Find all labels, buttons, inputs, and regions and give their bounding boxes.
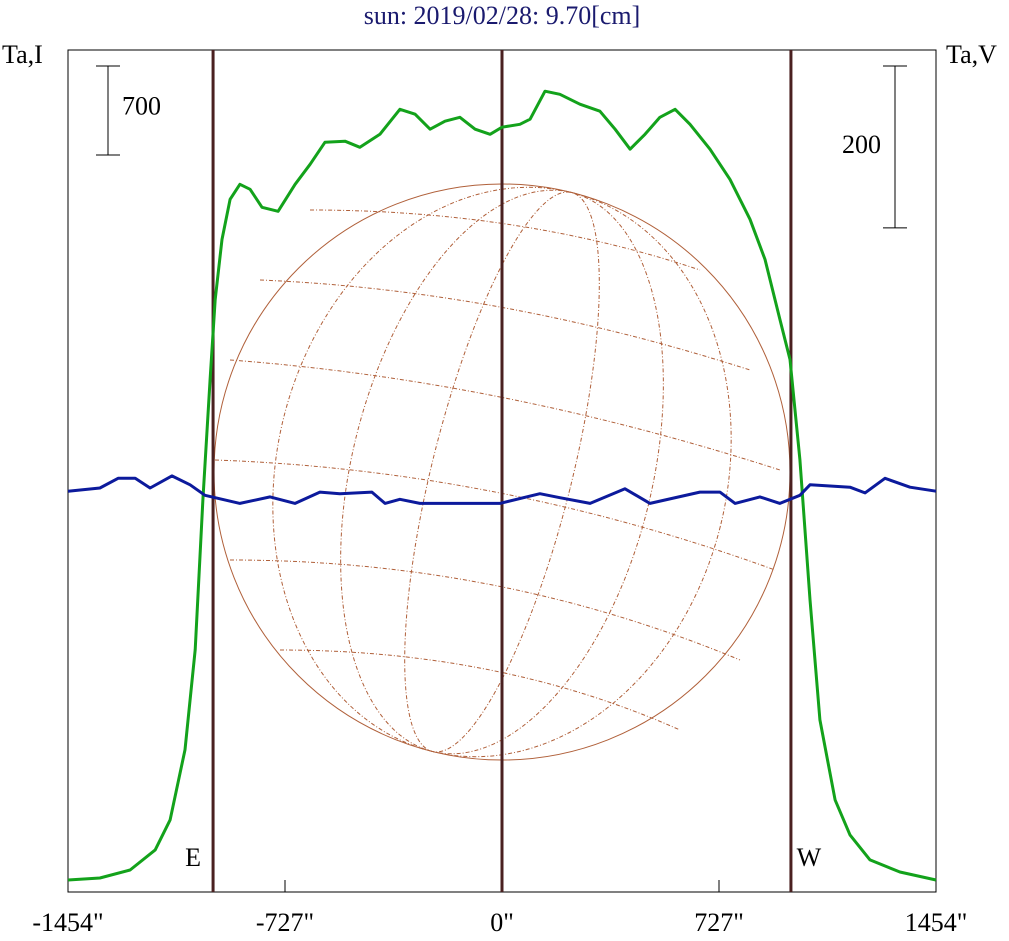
x-tick-label: -1454": [32, 908, 103, 937]
scale-label: 200: [842, 130, 881, 159]
scale-label: 700: [122, 91, 161, 120]
series-line: [67, 89, 937, 882]
x-tick-label: 727": [694, 908, 744, 937]
series-line: [67, 474, 937, 505]
y-axis-label: Ta,I: [2, 40, 43, 69]
y2-axis-label: Ta,V: [946, 40, 997, 69]
chart-title: sun: 2019/02/28: 9.70[cm]: [364, 1, 641, 30]
x-tick-label: 0": [490, 908, 514, 937]
x-tick-label: -727": [256, 908, 314, 937]
x-tick-label: 1454": [905, 908, 968, 937]
limb-label: W: [797, 843, 822, 872]
limb-label: E: [185, 843, 201, 872]
